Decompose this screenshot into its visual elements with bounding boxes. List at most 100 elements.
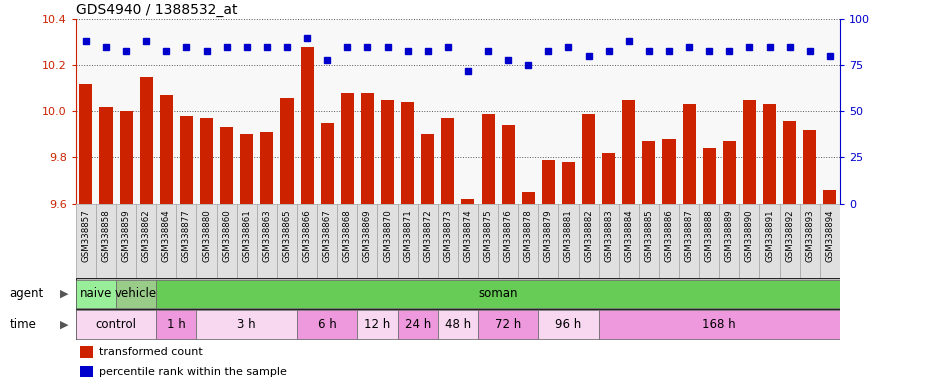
Bar	[800, 204, 820, 278]
Bar	[338, 204, 357, 278]
Bar	[76, 204, 96, 278]
Bar	[578, 204, 598, 278]
Bar	[179, 116, 193, 204]
Text: 168 h: 168 h	[702, 318, 736, 331]
Text: GSM338875: GSM338875	[484, 210, 492, 262]
Bar	[156, 310, 196, 339]
Text: GSM338885: GSM338885	[645, 210, 653, 262]
Bar	[301, 47, 314, 204]
Text: GSM338878: GSM338878	[524, 210, 533, 262]
Text: 6 h: 6 h	[318, 318, 337, 331]
Bar	[763, 104, 776, 204]
Bar	[823, 190, 836, 204]
Bar	[76, 280, 116, 308]
Bar	[538, 310, 598, 339]
Text: GSM338859: GSM338859	[121, 210, 130, 262]
Bar	[598, 310, 840, 339]
Bar	[280, 98, 293, 204]
Text: naive: naive	[80, 287, 112, 300]
Bar	[482, 114, 495, 204]
Bar	[260, 132, 274, 204]
Bar	[160, 95, 173, 204]
Bar	[297, 204, 317, 278]
Text: 48 h: 48 h	[445, 318, 471, 331]
Bar	[340, 93, 354, 204]
Text: transformed count: transformed count	[99, 347, 203, 357]
Bar	[76, 310, 156, 339]
Text: GSM338887: GSM338887	[684, 210, 694, 262]
Text: soman: soman	[478, 287, 518, 300]
Text: GSM338883: GSM338883	[604, 210, 613, 262]
Bar	[317, 204, 338, 278]
Text: 72 h: 72 h	[495, 318, 522, 331]
Text: percentile rank within the sample: percentile rank within the sample	[99, 367, 287, 377]
Text: 24 h: 24 h	[404, 318, 431, 331]
Bar	[156, 280, 840, 308]
Bar	[559, 204, 578, 278]
Bar	[381, 100, 394, 204]
Text: GSM338874: GSM338874	[463, 210, 473, 262]
Bar	[377, 204, 398, 278]
Text: GSM338873: GSM338873	[443, 210, 452, 262]
Text: GSM338862: GSM338862	[142, 210, 151, 262]
Bar	[478, 204, 498, 278]
Bar	[401, 102, 414, 204]
Bar	[458, 204, 478, 278]
Text: GSM338865: GSM338865	[282, 210, 291, 262]
Bar	[602, 153, 615, 204]
Text: agent: agent	[9, 287, 43, 300]
Bar	[739, 204, 759, 278]
Text: ▶: ▶	[60, 289, 68, 299]
Bar	[140, 77, 153, 204]
Bar	[100, 107, 113, 204]
Bar	[240, 134, 253, 204]
Text: GSM338866: GSM338866	[302, 210, 312, 262]
Bar	[80, 346, 93, 358]
Bar	[820, 204, 840, 278]
Text: GSM338892: GSM338892	[785, 210, 795, 262]
Bar	[361, 93, 374, 204]
Text: GSM338888: GSM338888	[705, 210, 714, 262]
Bar	[119, 111, 132, 204]
Bar	[116, 204, 136, 278]
Bar	[642, 141, 656, 204]
Bar	[582, 114, 595, 204]
Bar	[522, 192, 535, 204]
Bar	[357, 204, 377, 278]
Text: GSM338884: GSM338884	[624, 210, 634, 262]
Bar	[297, 310, 357, 339]
Text: ▶: ▶	[60, 319, 68, 329]
Bar	[619, 204, 639, 278]
Bar	[679, 204, 699, 278]
Bar	[357, 310, 398, 339]
Bar	[441, 118, 454, 204]
Text: GSM338894: GSM338894	[825, 210, 834, 262]
Bar	[116, 280, 156, 308]
Text: GSM338863: GSM338863	[263, 210, 271, 262]
Text: GSM338858: GSM338858	[102, 210, 110, 262]
Text: GSM338893: GSM338893	[806, 210, 814, 262]
Bar	[96, 204, 116, 278]
Bar	[321, 123, 334, 204]
Text: GSM338861: GSM338861	[242, 210, 252, 262]
Bar	[196, 310, 297, 339]
Bar	[683, 104, 696, 204]
Bar	[156, 204, 177, 278]
Bar	[659, 204, 679, 278]
Bar	[478, 310, 538, 339]
Bar	[501, 125, 514, 204]
Bar	[759, 204, 780, 278]
Bar	[780, 204, 800, 278]
Text: GSM338872: GSM338872	[424, 210, 432, 262]
Bar	[662, 139, 675, 204]
Text: GSM338886: GSM338886	[664, 210, 673, 262]
Bar	[462, 199, 475, 204]
Bar	[220, 127, 233, 204]
Text: GSM338881: GSM338881	[564, 210, 573, 262]
Bar	[80, 366, 93, 377]
Bar	[200, 118, 213, 204]
Bar	[237, 204, 257, 278]
Bar	[80, 84, 93, 204]
Bar	[177, 204, 196, 278]
Text: 3 h: 3 h	[238, 318, 256, 331]
